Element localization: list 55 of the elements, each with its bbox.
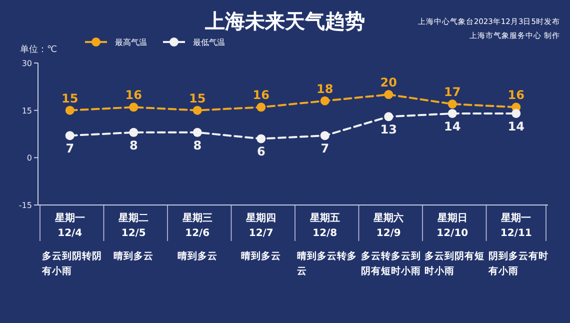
data-label: 17 xyxy=(444,85,461,100)
text: 晴到多云 xyxy=(241,250,282,262)
text: 多云到阴有短时小雨 xyxy=(424,250,484,277)
text: 晴到多云 xyxy=(114,250,154,262)
data-label: 8 xyxy=(129,138,138,152)
data-label: 16 xyxy=(508,88,524,102)
point xyxy=(192,106,202,115)
text: 晴到多云转多云 xyxy=(297,250,357,277)
point xyxy=(65,106,74,115)
y-tick-label: 0 xyxy=(26,154,32,163)
y-tick-label: 15 xyxy=(22,106,32,116)
point xyxy=(320,96,330,106)
x-tick-label: 星期五 12/8 xyxy=(308,212,340,239)
x-tick-label: 星期一 12/11 xyxy=(500,212,532,239)
chart-title: 上海未来天气趋势 xyxy=(204,9,365,33)
point xyxy=(65,131,74,140)
point xyxy=(512,108,521,118)
data-label: 7 xyxy=(66,142,74,156)
legend-label: 最高气温 xyxy=(115,38,147,47)
data-label: 15 xyxy=(189,91,206,106)
y-tick-label: -15 xyxy=(18,201,32,210)
point xyxy=(448,108,457,118)
data-label: 16 xyxy=(252,88,270,102)
data-label: 8 xyxy=(193,138,202,152)
point xyxy=(448,100,457,109)
x-tick-label: 星期日 12/10 xyxy=(436,212,468,239)
data-label: 16 xyxy=(125,88,142,102)
data-label: 14 xyxy=(444,119,461,134)
data-label: 14 xyxy=(508,119,524,134)
x-tick-label: 星期二 12/5 xyxy=(118,212,149,239)
x-tick-label: 星期六 12/9 xyxy=(372,212,404,239)
text: 多云到阴转阴有小雨 xyxy=(41,250,102,277)
data-label: 15 xyxy=(62,91,78,106)
x-tick-label: 星期四 12/7 xyxy=(245,212,276,239)
x-tick-label: 星期一 12/4 xyxy=(54,212,85,239)
x-tick-label: 星期三 12/6 xyxy=(181,212,212,239)
point xyxy=(256,102,266,112)
point xyxy=(384,112,394,122)
point xyxy=(384,90,394,100)
point xyxy=(320,131,330,140)
data-label: 18 xyxy=(316,82,334,96)
data-label: 20 xyxy=(380,76,397,90)
point xyxy=(129,102,138,112)
y-tick-label: 30 xyxy=(22,59,32,68)
data-label: 6 xyxy=(256,144,266,159)
point xyxy=(256,134,266,144)
text: 多云转多云到阴有短时小雨 xyxy=(360,250,421,277)
legend-label: 最低气温 xyxy=(193,38,225,47)
point xyxy=(129,128,138,137)
text: 晴到多云 xyxy=(177,250,218,262)
data-label: 7 xyxy=(320,142,330,156)
data-label: 13 xyxy=(380,122,397,137)
text: 阴到多云有时有小雨 xyxy=(487,250,548,277)
y-axis-title: 单位：℃ xyxy=(20,44,58,55)
point xyxy=(192,128,202,137)
